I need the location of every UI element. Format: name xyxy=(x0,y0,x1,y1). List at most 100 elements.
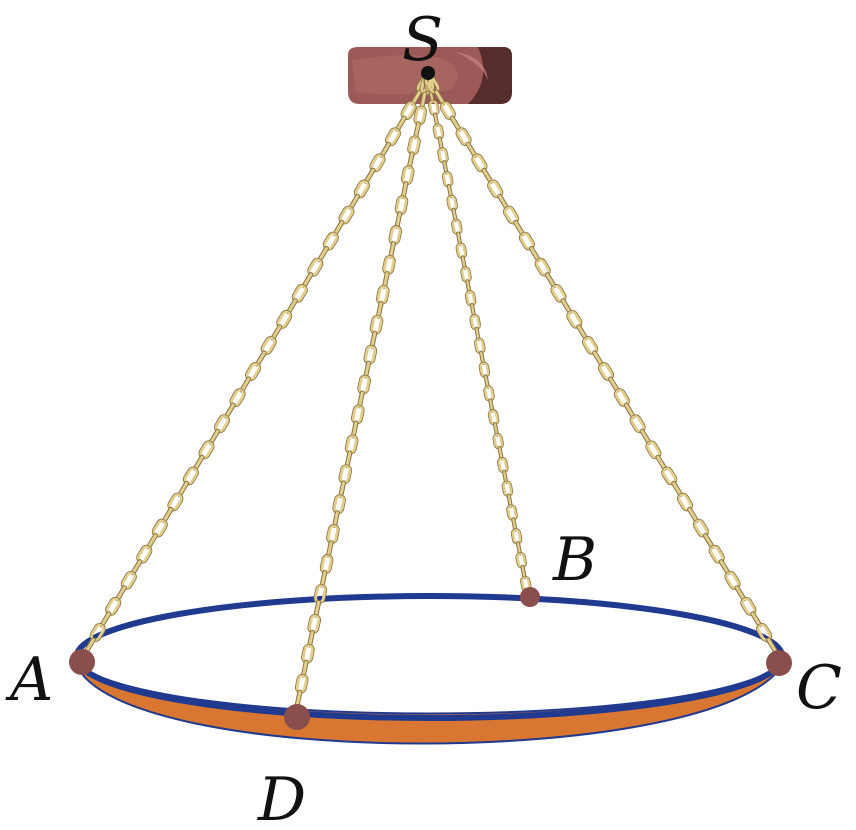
chain-link xyxy=(332,510,340,528)
chain-link xyxy=(332,219,345,237)
chain-link xyxy=(449,115,462,132)
chain-link xyxy=(317,246,329,263)
chain-link xyxy=(115,585,127,602)
chain-link xyxy=(130,559,143,576)
chain-link xyxy=(325,540,334,558)
chain-s-a xyxy=(84,75,433,654)
chain-link xyxy=(479,350,486,366)
chain-link xyxy=(406,151,415,170)
chain-link xyxy=(655,454,668,471)
chain-link xyxy=(465,279,472,294)
chain-link xyxy=(520,564,527,580)
chain-link xyxy=(718,559,731,576)
chains xyxy=(84,75,778,708)
chain-link xyxy=(446,183,453,199)
point-b-joint xyxy=(520,587,540,607)
chain-link xyxy=(750,611,763,628)
chain-link xyxy=(513,219,525,237)
chain-link xyxy=(270,324,283,341)
chain-link xyxy=(639,428,652,445)
point-c-joint xyxy=(766,650,792,676)
chain-link xyxy=(161,506,174,524)
chain-link xyxy=(528,246,541,263)
attachment-points xyxy=(69,66,792,730)
chain-link xyxy=(394,115,407,132)
chain-link xyxy=(307,629,315,648)
chain-link xyxy=(239,376,252,393)
chain-link xyxy=(177,480,190,497)
chain-link xyxy=(223,402,236,419)
chain-link xyxy=(560,298,573,315)
chain-link xyxy=(300,659,309,678)
chain-link xyxy=(515,541,522,556)
chain-link xyxy=(506,493,513,508)
chain-s-c xyxy=(423,75,778,654)
chain-link xyxy=(469,302,476,318)
chain-link xyxy=(369,330,378,349)
label-c: C xyxy=(796,653,842,723)
chain-link xyxy=(379,141,392,158)
chain-link xyxy=(465,141,478,158)
chain-link xyxy=(208,428,221,445)
chain-link xyxy=(474,326,481,342)
plate xyxy=(73,593,786,745)
chain-link xyxy=(419,91,428,110)
chain-link xyxy=(460,255,467,270)
chain-link xyxy=(350,420,359,439)
chain-s-d xyxy=(294,75,434,708)
chain-link xyxy=(338,480,347,499)
chain-link xyxy=(702,533,715,550)
chain-link xyxy=(687,506,699,524)
chain-link xyxy=(255,350,267,367)
label-a: A xyxy=(5,645,53,715)
chain-link xyxy=(437,136,444,151)
chain-link xyxy=(511,517,518,532)
chain-link xyxy=(481,167,494,184)
chain-link xyxy=(442,160,449,175)
chain-link xyxy=(433,112,440,127)
label-b: B xyxy=(552,525,597,595)
chain-link xyxy=(502,469,509,485)
chain-link xyxy=(286,298,298,315)
chain-link xyxy=(348,193,361,210)
plate-underside xyxy=(73,660,784,745)
chain-link xyxy=(363,167,376,184)
chain-link xyxy=(400,181,409,199)
chain-link xyxy=(497,193,509,210)
label-d: D xyxy=(257,765,306,830)
chain-link xyxy=(488,398,495,413)
plate-rim xyxy=(73,593,786,721)
chain-link xyxy=(99,611,112,628)
chain-link xyxy=(734,585,747,602)
chain-link xyxy=(608,376,620,393)
point-s-hook xyxy=(421,66,435,80)
chain-link xyxy=(451,207,458,223)
chain-link xyxy=(388,241,396,259)
chain-link xyxy=(382,271,390,289)
chain-link xyxy=(319,570,328,588)
chain-link xyxy=(592,350,604,367)
chain-link xyxy=(413,121,421,140)
chain-link xyxy=(146,533,158,550)
chain-link xyxy=(576,324,589,341)
chain-link xyxy=(434,89,446,106)
chain-link xyxy=(483,374,490,389)
chain-link xyxy=(456,231,463,246)
label-s: S xyxy=(402,5,443,75)
chain-link xyxy=(623,402,636,419)
chain-link xyxy=(313,599,322,618)
chain-link xyxy=(492,422,499,437)
chain-link xyxy=(192,454,205,471)
chain-link xyxy=(375,300,384,319)
point-d-joint xyxy=(284,704,310,730)
chain-link xyxy=(544,272,557,289)
chain-link xyxy=(301,272,314,289)
point-a-joint xyxy=(69,649,95,675)
chain-link xyxy=(363,360,372,379)
chain-link xyxy=(344,450,353,469)
chain-s-b xyxy=(423,75,532,593)
chain-link xyxy=(671,480,683,497)
chain-link xyxy=(394,211,403,229)
chain-link xyxy=(357,390,365,409)
